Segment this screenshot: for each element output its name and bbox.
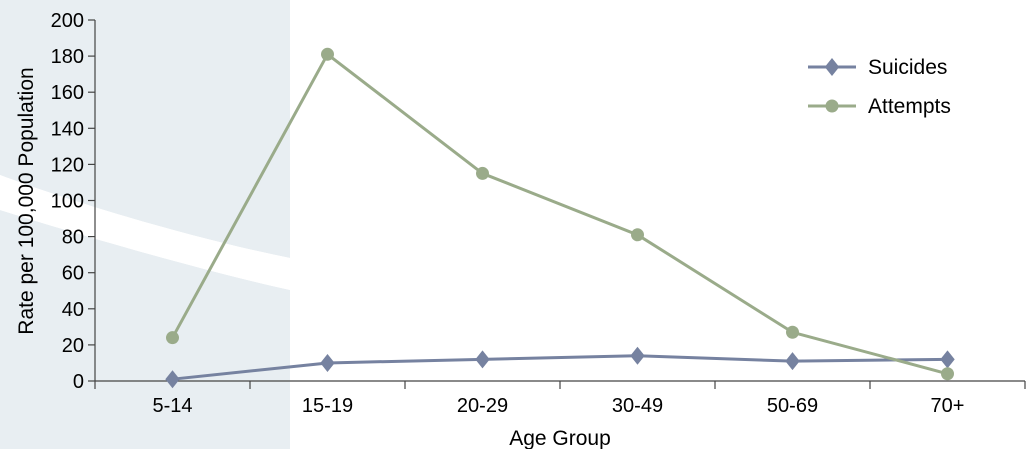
y-tick-label: 160	[51, 82, 84, 104]
series-attempts	[166, 47, 954, 381]
legend-marker	[824, 58, 840, 76]
y-tick-label: 100	[51, 191, 84, 213]
legend-item-attempts: Attempts	[808, 95, 951, 118]
x-tick-label: 20-29	[457, 395, 508, 417]
legend-marker	[825, 99, 839, 113]
y-tick-label: 20	[62, 335, 84, 357]
y-tick-label: 140	[51, 118, 84, 140]
legend: Suicides Attempts	[808, 56, 951, 118]
data-point-attempts	[476, 166, 489, 180]
data-point-attempts	[941, 367, 954, 381]
y-tick-label: 0	[73, 371, 84, 393]
series-suicides	[165, 346, 955, 389]
data-point-suicides	[165, 370, 180, 389]
y-tick-label: 180	[51, 46, 84, 68]
x-tick-label: 70+	[931, 395, 965, 417]
legend-item-suicides: Suicides	[808, 56, 947, 79]
data-point-suicides	[475, 350, 490, 369]
data-point-suicides	[785, 352, 800, 371]
swoosh-shape	[0, 0, 290, 258]
data-point-attempts	[786, 325, 799, 339]
data-point-attempts	[166, 331, 179, 345]
data-point-suicides	[630, 346, 645, 365]
swoosh-shape	[0, 210, 290, 449]
data-point-attempts	[321, 47, 334, 61]
series-line-attempts	[171, 52, 948, 376]
legend-label: Suicides	[868, 56, 947, 79]
data-point-attempts	[631, 228, 644, 242]
y-tick-label: 200	[51, 10, 84, 32]
y-axis-title: Rate per 100,000 Population	[15, 67, 38, 334]
legend-label: Attempts	[868, 95, 951, 118]
y-tick-label: 80	[62, 227, 84, 249]
data-point-suicides	[320, 353, 335, 372]
series-line-suicides	[172, 354, 948, 381]
data-point-suicides	[940, 350, 955, 369]
y-tick-label: 60	[62, 263, 84, 285]
x-axis-title: Age Group	[509, 427, 611, 449]
y-tick-label: 40	[62, 299, 84, 321]
background-swoosh	[0, 0, 290, 449]
swoosh-gap	[0, 175, 290, 290]
x-tick-label: 5-14	[152, 395, 192, 417]
axes: 0 20 40 60 80 100 120 140 160 180 200 5-14 15-19 20-2…	[51, 10, 1026, 417]
x-tick-label: 50-69	[767, 395, 818, 417]
y-tick-label: 120	[51, 154, 84, 176]
x-tick-label: 15-19	[302, 395, 353, 417]
series-group	[165, 47, 955, 389]
x-tick-label: 30-49	[612, 395, 663, 417]
